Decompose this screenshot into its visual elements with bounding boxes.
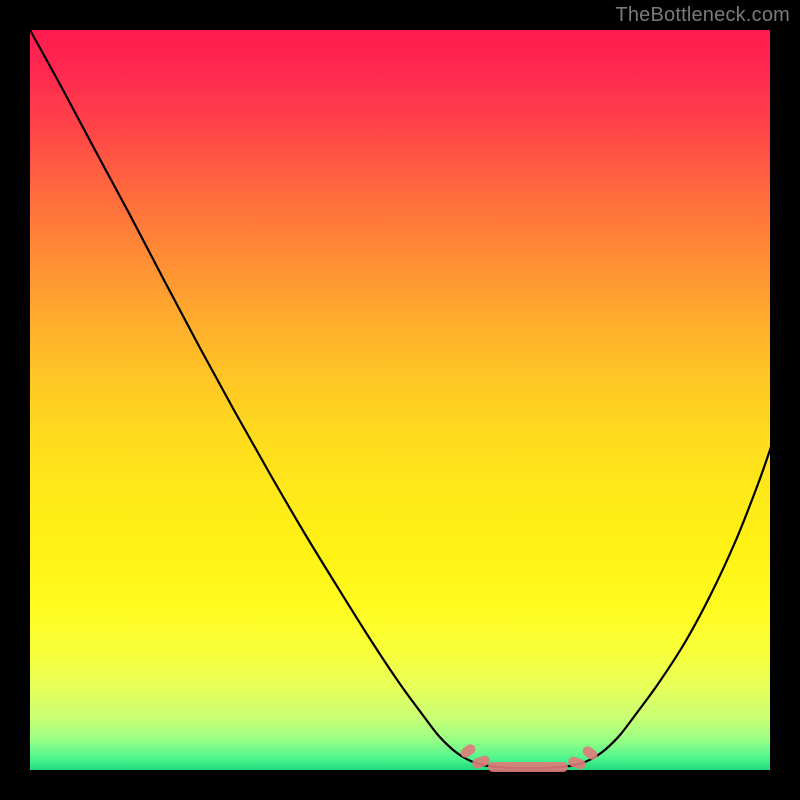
gradient-background bbox=[30, 30, 770, 770]
chart-frame: TheBottleneck.com bbox=[0, 0, 800, 800]
watermark-text: TheBottleneck.com bbox=[615, 4, 790, 27]
bottleneck-curve-plot bbox=[0, 0, 800, 800]
